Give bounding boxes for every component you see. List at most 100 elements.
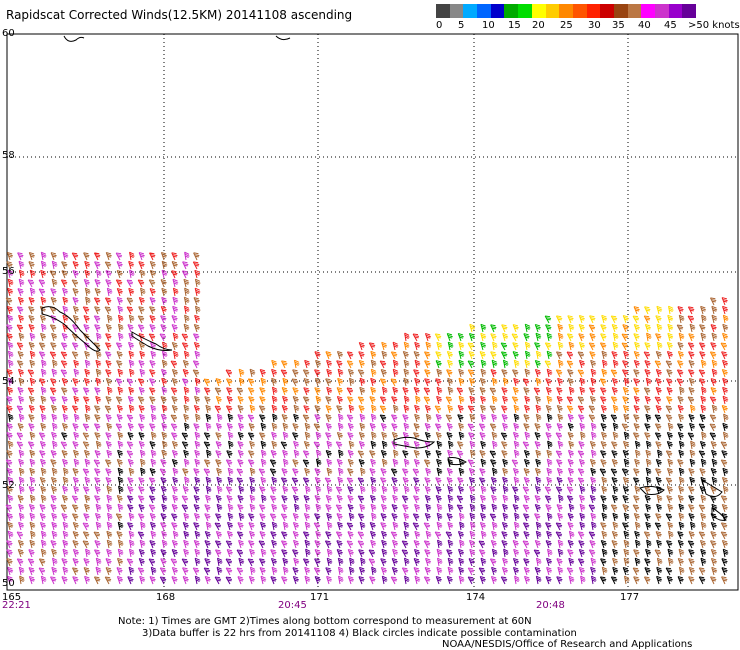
wind-barb (249, 404, 256, 414)
wind-barb-shape (337, 557, 344, 567)
wind-barb (588, 549, 596, 558)
wind-barb-shape (281, 495, 288, 504)
wind-barb (117, 332, 124, 342)
wind-barb-shape (303, 378, 310, 387)
wind-barb-shape (204, 540, 211, 549)
wind-barb-shape (40, 485, 47, 495)
wind-barb-shape (709, 432, 717, 441)
wind-barb (336, 459, 343, 468)
wind-barb-shape (237, 432, 244, 441)
wind-barb (557, 440, 564, 450)
wind-barb-shape (656, 566, 663, 576)
legend-label: 5 (458, 20, 465, 31)
wind-barb-shape (358, 549, 365, 558)
wind-barb (95, 557, 102, 567)
wind-barb (644, 558, 651, 567)
wind-barb-shape (184, 287, 190, 297)
coastline (41, 306, 101, 352)
wind-barb (424, 423, 431, 432)
wind-barb (502, 512, 509, 522)
wind-barb-shape (591, 521, 597, 531)
wind-barb (40, 458, 47, 468)
wind-barb (236, 477, 244, 486)
wind-barb (40, 494, 47, 504)
wind-barb (358, 342, 365, 351)
wind-barb (357, 450, 365, 459)
wind-barb (424, 449, 431, 459)
wind-barb (710, 548, 717, 558)
wind-barb-shape (129, 368, 135, 378)
wind-barb-shape (469, 440, 476, 450)
wind-barb-shape (117, 503, 124, 513)
wind-barb (49, 270, 57, 279)
wind-barb-shape (556, 387, 563, 396)
wind-barb (72, 476, 79, 486)
wind-barb-shape (633, 549, 640, 558)
wind-barb (555, 432, 563, 441)
wind-barb (349, 557, 355, 567)
wind-barb (645, 521, 652, 531)
wind-barb (271, 404, 278, 414)
wind-barb (325, 405, 332, 414)
wind-barb-shape (326, 548, 333, 558)
lon-label: 177 (620, 592, 640, 603)
wind-barb (51, 548, 58, 558)
wind-barb (646, 539, 652, 549)
wind-barb-shape (194, 278, 201, 288)
wind-barb-shape (6, 486, 13, 495)
wind-barb (270, 450, 277, 459)
wind-barb (436, 467, 443, 477)
wind-barb (643, 576, 651, 585)
wind-barb-shape (293, 413, 300, 423)
wind-barb-shape (447, 521, 454, 531)
wind-barb (359, 422, 366, 432)
wind-barb (523, 449, 530, 459)
wind-barb-shape (611, 477, 618, 486)
wind-barb-shape (237, 405, 244, 414)
wind-barb (126, 297, 134, 306)
wind-barb (238, 377, 245, 387)
wind-barb-shape (633, 306, 640, 315)
wind-barb-shape (106, 485, 113, 495)
wind-barb-shape (512, 540, 519, 549)
wind-barb (149, 486, 156, 495)
wind-barb (181, 342, 189, 351)
wind-barb-shape (117, 557, 124, 567)
wind-barb-shape (51, 413, 58, 423)
wind-barb (71, 495, 79, 504)
wind-barb-shape (644, 558, 651, 567)
wind-barb-shape (534, 513, 541, 522)
wind-barb (205, 485, 212, 495)
wind-barb-shape (447, 566, 454, 576)
wind-barb-shape (513, 377, 520, 387)
wind-barb (171, 404, 178, 414)
wind-barb (491, 377, 498, 387)
wind-barb (160, 251, 167, 261)
wind-barb-shape (688, 486, 695, 495)
wind-barb (6, 324, 13, 333)
wind-barb-shape (546, 566, 553, 576)
wind-barb-shape (524, 341, 531, 351)
wind-barb (84, 575, 91, 585)
wind-barb (172, 287, 179, 297)
wind-barb-shape (567, 378, 574, 387)
wind-barb (545, 324, 552, 333)
time-label: 20:48 (536, 600, 565, 611)
wind-barb-shape (72, 423, 79, 432)
wind-barb-shape (73, 485, 80, 495)
wind-barb (203, 468, 211, 477)
wind-barb-shape (281, 531, 288, 540)
wind-barb-shape (171, 342, 178, 351)
wind-barb-shape (445, 414, 453, 423)
wind-barb-shape (578, 441, 585, 450)
wind-barb-shape (82, 468, 90, 477)
wind-barb-shape (578, 324, 585, 333)
wind-barb-shape (458, 341, 465, 351)
wind-barb (633, 423, 640, 432)
wind-barb-shape (127, 522, 134, 531)
wind-barb (346, 414, 354, 423)
wind-barb (138, 360, 145, 369)
wind-barb-shape (623, 377, 630, 387)
wind-barb (6, 405, 13, 414)
wind-barb-shape (677, 540, 684, 549)
